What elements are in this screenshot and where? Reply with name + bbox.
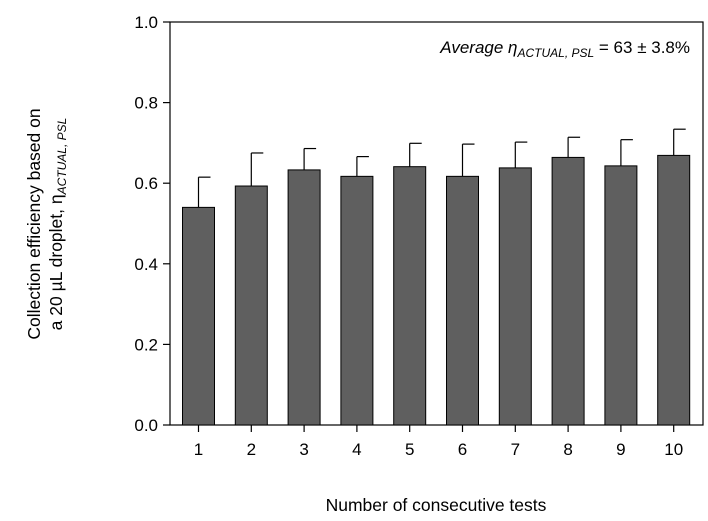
y-tick-label-0.2: 0.2 <box>134 335 158 354</box>
bars-group <box>182 154 691 426</box>
bar-7 <box>498 167 532 426</box>
bar-8 <box>551 156 585 426</box>
bar-3 <box>287 169 321 426</box>
bar-1 <box>182 206 215 426</box>
bar-9 <box>604 165 638 426</box>
x-tick-label-7: 7 <box>511 440 520 459</box>
x-axis-title: Number of consecutive tests <box>326 495 547 515</box>
x-tick-label-8: 8 <box>563 440 572 459</box>
x-tick-label-6: 6 <box>458 440 467 459</box>
y-axis-ticks: 0.0 0.2 0.4 0.6 0.8 1.0 <box>134 13 170 435</box>
bar-5 <box>393 166 427 426</box>
y-tick-label-1.0: 1.0 <box>134 13 158 32</box>
x-tick-label-10: 10 <box>664 440 683 459</box>
y-tick-label-0.0: 0.0 <box>134 416 158 435</box>
error-bars-group <box>197 128 686 208</box>
x-tick-label-5: 5 <box>405 440 414 459</box>
y-tick-label-0.6: 0.6 <box>134 174 158 193</box>
average-annotation: Average ηACTUAL, PSL = 63 ± 3.8% <box>439 38 690 60</box>
bar-4 <box>340 175 374 426</box>
x-axis-ticks: 1 2 3 4 5 6 7 8 9 10 <box>194 425 683 459</box>
bar-2 <box>234 185 268 426</box>
bar-10 <box>657 154 691 426</box>
x-tick-label-4: 4 <box>352 440 361 459</box>
y-axis-title-line1: Collection efficiency based on <box>24 108 44 339</box>
x-tick-label-9: 9 <box>616 440 625 459</box>
y-tick-label-0.8: 0.8 <box>134 94 158 113</box>
y-tick-label-0.4: 0.4 <box>134 255 158 274</box>
plot-frame <box>169 21 704 426</box>
bar-6 <box>446 175 479 426</box>
x-tick-label-1: 1 <box>194 440 203 459</box>
x-tick-label-3: 3 <box>299 440 308 459</box>
y-axis-title-line2: a 20 µL droplet, ηACTUAL, PSL <box>46 118 69 331</box>
x-tick-label-2: 2 <box>247 440 256 459</box>
